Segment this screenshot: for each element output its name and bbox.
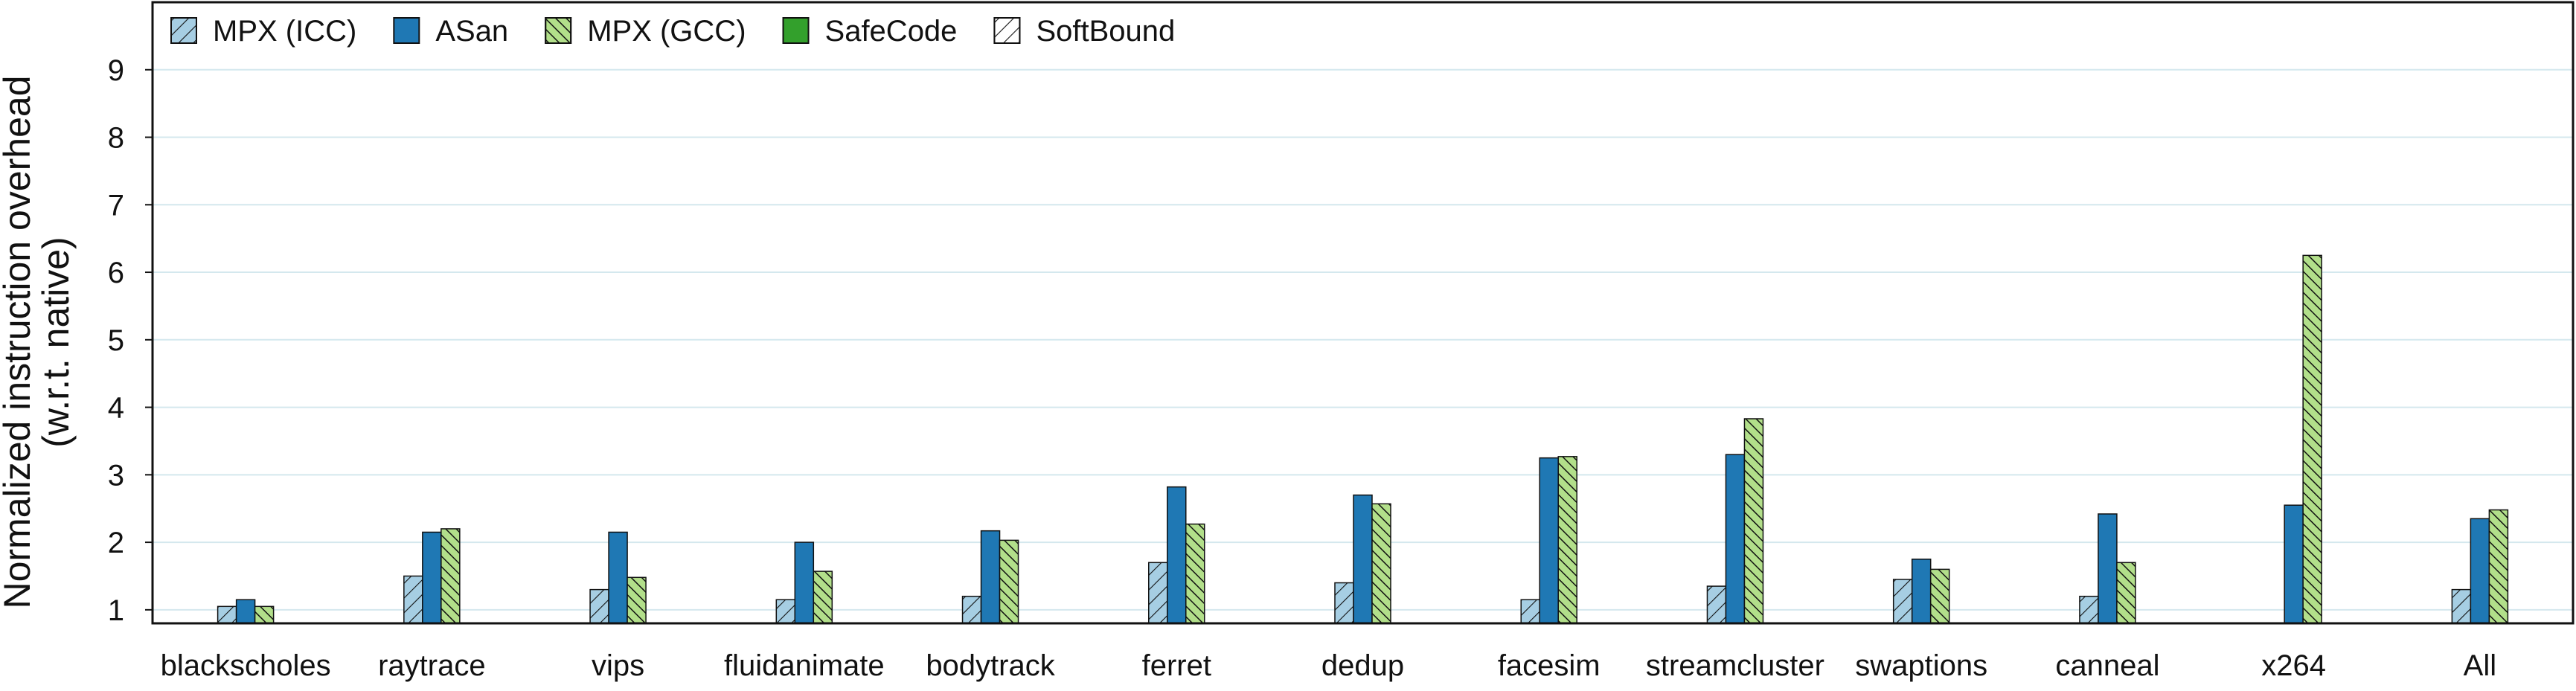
y-tick-label: 3 — [108, 459, 124, 492]
bar-hatch — [1743, 418, 1764, 624]
y-tick-label: 9 — [108, 54, 124, 87]
bar-hatch — [1520, 599, 1540, 624]
x-tick-label: fluidanimate — [724, 649, 885, 682]
y-tick-label: 6 — [108, 257, 124, 289]
bar-asan-blackscholes — [235, 599, 256, 624]
legend-label: MPX (ICC) — [213, 15, 356, 48]
legend-swatch — [393, 17, 420, 44]
x-tick-label: swaptions — [1855, 649, 1987, 682]
legend-swatch-hatch — [993, 17, 1021, 44]
x-tick-label: x264 — [2261, 649, 2326, 682]
bar-asan-raytrace — [422, 531, 442, 624]
legend-swatch-hatch — [170, 17, 197, 44]
y-tick-label: 2 — [108, 527, 124, 559]
x-tick-label: raytrace — [378, 649, 486, 682]
bar-hatch — [2451, 588, 2472, 624]
bar-asan-swaptions — [1911, 559, 1932, 624]
bar-hatch — [254, 605, 275, 624]
x-tick-label: facesim — [1498, 649, 1601, 682]
bar-hatch — [1706, 585, 1727, 624]
bar-hatch — [999, 539, 1019, 624]
x-tick-label: ferret — [1142, 649, 1211, 682]
y-tick-label: 1 — [108, 594, 124, 627]
legend-swatch-hatch — [545, 17, 572, 44]
x-tick-label: streamcluster — [1646, 649, 1824, 682]
x-tick-label: dedup — [1321, 649, 1404, 682]
legend-swatch — [782, 17, 810, 44]
bar-hatch — [1185, 523, 1205, 624]
legend-label: ASan — [435, 15, 508, 48]
y-tick-label: 5 — [108, 324, 124, 357]
y-axis-label-line2: (w.r.t. native) — [35, 237, 77, 447]
bar-hatch — [2079, 595, 2099, 624]
bar-asan-canneal — [2098, 513, 2118, 624]
y-tick-label: 8 — [108, 122, 124, 155]
bar-asan-ferret — [1167, 486, 1187, 624]
bar-asan-streamcluster — [1725, 454, 1746, 624]
x-tick-label: canneal — [2055, 649, 2159, 682]
x-tick-label: All — [2464, 649, 2496, 682]
plot-frame — [151, 1, 2575, 625]
bar-hatch — [1148, 562, 1168, 624]
bar-hatch — [440, 528, 461, 624]
bar-hatch — [2302, 254, 2322, 624]
bar-hatch — [627, 576, 647, 624]
x-tick-label: vips — [592, 649, 644, 682]
legend-label: SoftBound — [1036, 15, 1175, 48]
bar-asan-bodytrack — [980, 530, 1001, 624]
bar-hatch — [2116, 562, 2136, 624]
x-tick-label: blackscholes — [161, 649, 331, 682]
bar-hatch — [1929, 568, 1950, 624]
bar-asan-fluidanimate — [794, 541, 815, 624]
bar-hatch — [217, 605, 237, 624]
legend-label: SafeCode — [825, 15, 958, 48]
bar-hatch — [813, 571, 833, 624]
bar-asan-x264 — [2284, 504, 2304, 624]
y-axis-label-line1: Normalized instruction overhead — [0, 75, 38, 608]
x-tick-label: bodytrack — [926, 649, 1055, 682]
bar-hatch — [775, 599, 796, 624]
y-tick-label: 4 — [108, 392, 124, 425]
bar-hatch — [2488, 509, 2509, 624]
legend-label: MPX (GCC) — [587, 15, 746, 48]
bar-asan-vips — [608, 531, 628, 624]
bar-hatch — [1892, 579, 1913, 624]
bar-asan-facesim — [1539, 457, 1559, 624]
bar-asan-dedup — [1353, 494, 1373, 624]
bar-hatch — [589, 588, 609, 624]
bar-hatch — [961, 595, 982, 624]
bar-hatch — [403, 575, 423, 624]
bar-hatch — [1371, 503, 1391, 624]
bar-hatch — [1557, 456, 1577, 624]
bar-hatch — [1334, 582, 1354, 624]
bar-asan-All — [2470, 518, 2490, 624]
y-tick-label: 7 — [108, 189, 124, 222]
